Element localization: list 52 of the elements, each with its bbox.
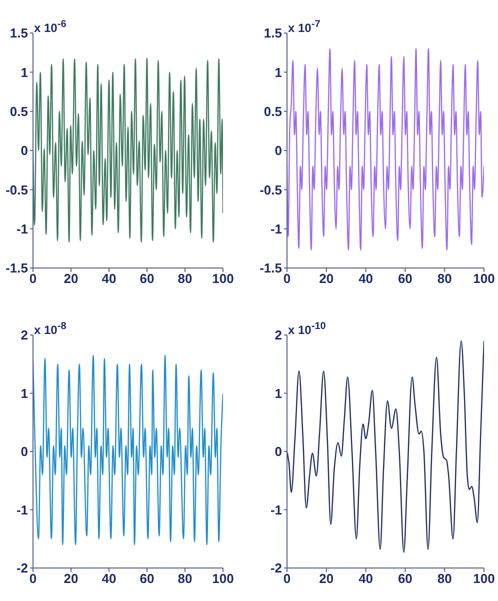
y-tick-label: 0.5 — [10, 104, 28, 119]
x-tick-label: 80 — [437, 571, 452, 586]
x-tick-label: 100 — [473, 271, 495, 286]
x-tick-label: 40 — [102, 571, 116, 586]
y-tick-label: -1.5 — [6, 260, 28, 276]
x-tick-label: 20 — [319, 271, 334, 286]
x-tick-label: 100 — [212, 271, 234, 286]
line-series — [33, 354, 223, 546]
y-tick-label: -1.5 — [260, 260, 282, 276]
x-tick-label: 60 — [140, 271, 154, 286]
annotation: x 10$^{-7}$ — [288, 18, 320, 35]
x-tick-label: 80 — [178, 571, 192, 586]
y-tick-label: 0 — [274, 444, 282, 460]
y-tick-label: -1 — [270, 502, 282, 518]
annotation: x 10$^{-6}$ — [34, 18, 66, 35]
y-tick-label: -2 — [16, 560, 28, 576]
y-tick-label: -1 — [16, 502, 28, 518]
y-tick-label: -0.5 — [260, 182, 282, 198]
x-tick-label: 100 — [212, 571, 234, 586]
y-tick-label: 1.5 — [10, 26, 28, 41]
y-tick-label: 0.5 — [264, 104, 282, 119]
y-tick-label: -2 — [270, 560, 282, 576]
y-tick-label: 1 — [20, 64, 28, 80]
annotation: x 10$^{-8}$ — [34, 320, 66, 337]
line-series — [287, 48, 484, 251]
x-tick-label: 80 — [178, 271, 192, 286]
line-series — [287, 340, 484, 553]
x-tick-label: 20 — [64, 271, 78, 286]
y-tick-label: -1 — [16, 221, 28, 236]
annotation: x 10$^{-10}$ — [288, 320, 326, 337]
y-tick-label: -1 — [270, 221, 282, 236]
x-tick-label: 40 — [358, 271, 374, 286]
y-tick-label: 0 — [20, 143, 28, 158]
x-tick-label: 80 — [437, 271, 452, 286]
x-tick-label: 60 — [140, 571, 154, 586]
x-tick-label: 20 — [319, 571, 334, 586]
x-tick-label: 20 — [64, 571, 78, 586]
y-tick-label: 1.5 — [264, 26, 282, 41]
y-tick-label: 1 — [274, 386, 282, 401]
x-tick-label: 40 — [102, 271, 116, 286]
x-tick-label: 40 — [358, 571, 374, 586]
y-tick-label: -0.5 — [6, 182, 28, 198]
y-tick-label: 2 — [20, 328, 28, 343]
y-tick-label: 1 — [20, 386, 28, 401]
x-tick-label: 60 — [398, 271, 412, 286]
x-tick-label: 60 — [398, 571, 412, 586]
y-tick-label: 1 — [274, 64, 282, 80]
y-tick-label: 2 — [274, 328, 282, 343]
y-tick-label: 0 — [20, 444, 28, 460]
x-tick-label: 100 — [473, 571, 495, 586]
line-series — [33, 57, 223, 243]
y-tick-label: 0 — [274, 143, 282, 158]
